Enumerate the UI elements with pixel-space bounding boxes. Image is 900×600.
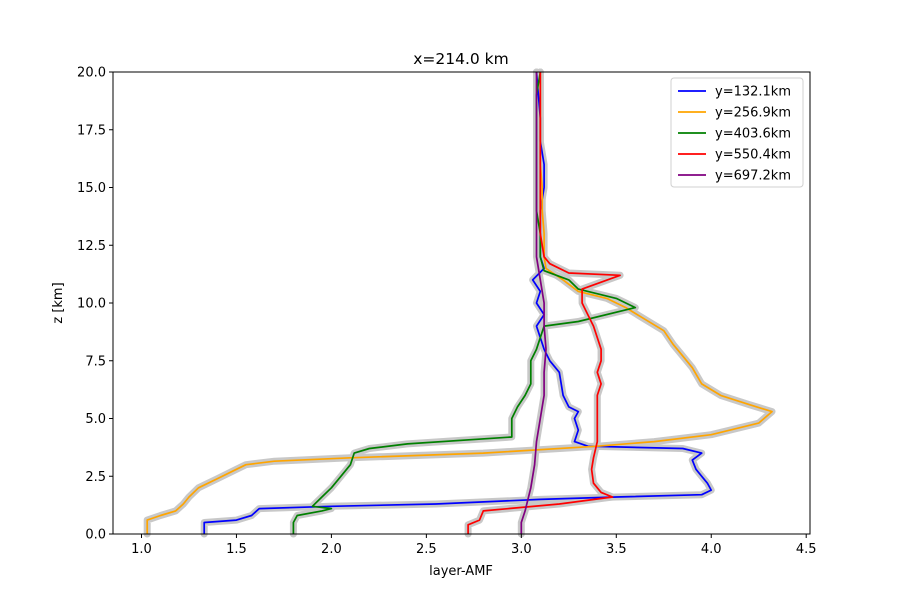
series-line-2 xyxy=(146,72,773,534)
legend-label-1: y=132.1km xyxy=(715,85,791,100)
legend: y=132.1km y=256.9km y=403.6km y=550.4km y=69… xyxy=(670,77,804,188)
legend-box xyxy=(670,77,804,188)
x-tick-label: 1.0 xyxy=(131,542,152,557)
x-tick-label: 4.5 xyxy=(796,542,817,557)
series-line-4 xyxy=(467,72,621,534)
series-line-5 xyxy=(520,72,547,534)
y-tick-label: 5.0 xyxy=(85,412,106,427)
series-lines xyxy=(146,71,773,534)
y-tick-label: 2.5 xyxy=(85,470,106,485)
legend-label-4: y=550.4km xyxy=(715,148,791,163)
legend-label-3: y=403.6km xyxy=(715,127,791,142)
y-tick-label: 7.5 xyxy=(85,354,106,369)
y-tick-label: 17.5 xyxy=(77,123,106,138)
y-tick-label: 10.0 xyxy=(77,297,106,312)
y-axis: 0.0 2.5 5.0 7.5 10.0 12.5 15.0 17.5 20.0 xyxy=(77,66,113,543)
x-tick-label: 2.5 xyxy=(416,542,437,557)
y-tick-label: 15.0 xyxy=(77,181,106,196)
x-tick-label: 3.0 xyxy=(511,542,532,557)
x-tick-label: 1.5 xyxy=(226,542,247,557)
y-tick-label: 20.0 xyxy=(77,66,106,81)
x-tick-label: 4.0 xyxy=(701,542,722,557)
y-axis-label: z [km] xyxy=(51,282,66,323)
legend-label-2: y=256.9km xyxy=(715,106,791,121)
y-tick-label: 12.5 xyxy=(77,239,106,254)
chart-title: x=214.0 km xyxy=(413,50,509,68)
x-tick-label: 3.5 xyxy=(606,542,627,557)
y-tick-label: 0.0 xyxy=(85,528,106,543)
x-axis: 1.0 1.5 2.0 2.5 3.0 3.5 4.0 4.5 xyxy=(131,534,817,557)
x-axis-label: layer-AMF xyxy=(429,564,493,579)
x-tick-label: 2.0 xyxy=(321,542,342,557)
legend-label-5: y=697.2km xyxy=(715,169,791,184)
